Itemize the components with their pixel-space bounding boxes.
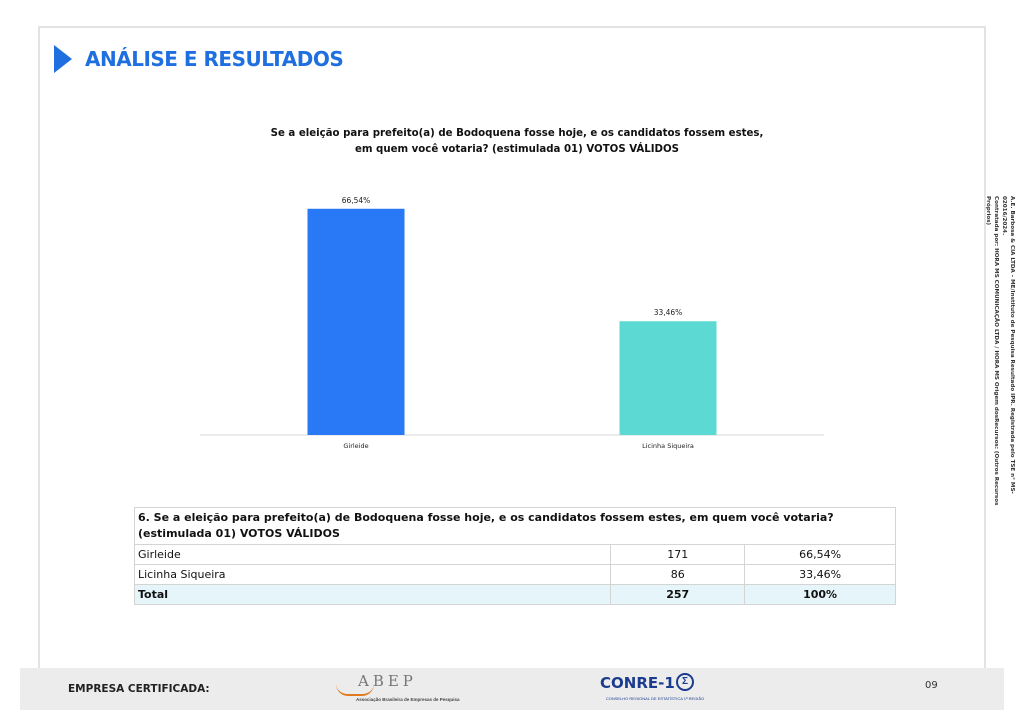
abep-logo: ABEP Associação Brasileira de Empresas d…	[336, 672, 460, 706]
registration-note: A.E. Barbosa & CIA LTDA - ME/Instituto d…	[985, 196, 1016, 526]
registration-line-1: A.E. Barbosa & CIA LTDA - ME/Instituto d…	[1001, 196, 1015, 494]
chart-title: Se a eleição para prefeito(a) de Bodoque…	[270, 128, 764, 155]
registration-line-2: Contratada por: HORA MS COMUNICAÇÃO LTDA…	[985, 196, 999, 506]
section-title: ANÁLISE E RESULTADOS	[85, 47, 344, 71]
data-label: 66,54%	[342, 196, 371, 205]
total-percent: 100%	[744, 584, 896, 605]
conre-logo: CONRE-1 Σ CONSELHO REGIONAL DE ESTATÍSTI…	[598, 672, 718, 708]
vote-percent: 66,54%	[744, 544, 896, 565]
page-number: 09	[925, 680, 938, 691]
table-row: Girleide 171 66,54%	[133, 544, 896, 565]
table-row: Licinha Siqueira 86 33,46%	[133, 564, 896, 585]
category-label: Girleide	[343, 442, 368, 450]
abep-logo-text: ABEP	[358, 672, 417, 690]
bar-chart: 66,54% Girleide 33,46% Licinha Siqueira	[200, 196, 824, 450]
bar-girleide	[307, 208, 405, 435]
vote-percent: 33,46%	[744, 564, 896, 585]
table-total-row: Total 257 100%	[133, 584, 896, 605]
results-table: 6. Se a eleição para prefeito(a) de Bodo…	[133, 507, 896, 605]
total-label: Total	[133, 584, 612, 605]
conre-logo-text: CONRE-1	[600, 674, 675, 692]
data-label: 33,46%	[654, 308, 683, 317]
total-count: 257	[610, 584, 746, 605]
vote-count: 171	[610, 544, 746, 565]
candidate-name: Girleide	[133, 544, 612, 565]
sigma-gear-icon: Σ	[676, 673, 694, 691]
vote-count: 86	[610, 564, 746, 585]
abep-logo-subtitle: Associação Brasileira de Empresas de Pes…	[356, 697, 460, 702]
footer: EMPRESA CERTIFICADA: ABEP Associação Bra…	[20, 668, 1004, 710]
category-label: Licinha Siqueira	[642, 442, 694, 450]
certified-label: EMPRESA CERTIFICADA:	[68, 683, 210, 695]
abep-swoosh-icon	[336, 684, 374, 696]
bar-licinha-siqueira	[619, 321, 717, 435]
play-arrow-icon	[54, 45, 72, 73]
table-question: 6. Se a eleição para prefeito(a) de Bodo…	[134, 507, 896, 545]
candidate-name: Licinha Siqueira	[133, 564, 612, 585]
conre-logo-subtitle: CONSELHO REGIONAL DE ESTATÍSTICA 1ª REGI…	[605, 696, 705, 701]
table-question-row: 6. Se a eleição para prefeito(a) de Bodo…	[134, 507, 896, 545]
section-heading: ANÁLISE E RESULTADOS	[54, 44, 344, 74]
